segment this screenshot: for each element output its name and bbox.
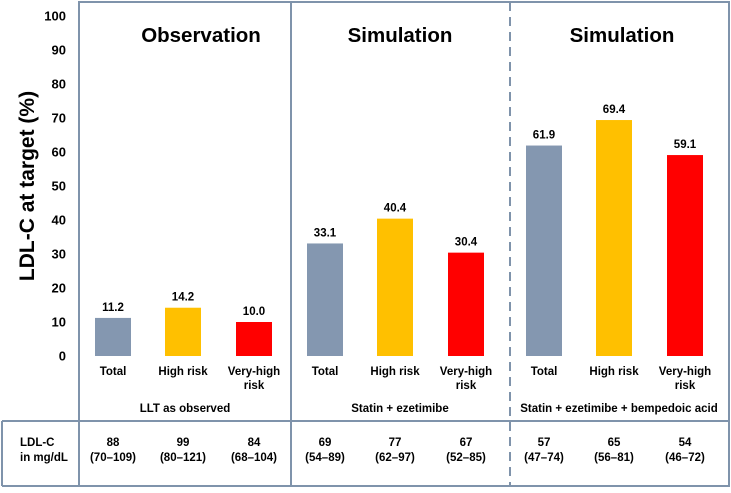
y-tick-label: 0 — [59, 349, 66, 364]
x-category-label: Total — [100, 366, 127, 378]
x-category-label-line: risk — [244, 380, 265, 392]
x-category-label: Very-high risk — [228, 366, 280, 392]
y-tick-label: 90 — [52, 43, 66, 58]
ldl-range: (52–85) — [446, 452, 486, 464]
panel-title: Simulation — [570, 24, 675, 47]
ldl-median: 88 — [107, 437, 120, 449]
footer-label-line-2: in mg/dL — [20, 452, 68, 464]
ldl-range: (80–121) — [160, 452, 206, 464]
bar-total — [307, 243, 343, 356]
bar-total — [526, 145, 562, 356]
ldl-median: 54 — [679, 437, 692, 449]
x-category-label: Total — [312, 366, 339, 378]
bar-very-high-risk — [448, 252, 484, 356]
ldl-median: 67 — [460, 437, 473, 449]
bar-value-label: 11.2 — [102, 302, 124, 314]
ldl-range: (54–89) — [305, 452, 345, 464]
ldl-range: (46–72) — [665, 452, 705, 464]
x-category-label: High risk — [370, 366, 420, 378]
ldl-range: (70–109) — [90, 452, 136, 464]
bar-value-label: 69.4 — [603, 104, 626, 116]
footer-label-line-1: LDL-C — [20, 437, 55, 449]
y-tick-label: 50 — [52, 179, 66, 194]
ldl-median: 84 — [248, 437, 261, 449]
bar-value-label: 14.2 — [172, 292, 194, 304]
y-tick-label: 80 — [52, 77, 66, 92]
panel-subtitle: LLT as observed — [140, 403, 231, 415]
ldl-range: (56–81) — [594, 452, 634, 464]
y-tick-label: 60 — [52, 145, 66, 160]
x-category-label: Very-high risk — [440, 366, 492, 392]
bar-high-risk — [596, 120, 632, 356]
ldl-median: 77 — [389, 437, 402, 449]
panel-subtitle: Statin + ezetimibe + bempedoic acid — [520, 403, 717, 415]
y-tick-label: 10 — [52, 315, 66, 330]
y-tick-label: 30 — [52, 247, 66, 262]
bar-high-risk — [377, 218, 413, 356]
bar-value-label: 59.1 — [674, 139, 697, 151]
x-category-label-line: risk — [675, 380, 696, 392]
ldl-median: 65 — [608, 437, 621, 449]
ldl-range: (62–97) — [375, 452, 415, 464]
ldl-median: 99 — [177, 437, 190, 449]
ldl-median: 69 — [319, 437, 332, 449]
bar-value-label: 61.9 — [533, 130, 555, 142]
bar-total — [95, 317, 131, 356]
x-category-label-line: Very-high — [659, 366, 711, 378]
ldl-range: (47–74) — [524, 452, 564, 464]
y-tick-label: 100 — [44, 9, 66, 24]
panel-title: Simulation — [348, 24, 453, 47]
bar-value-label: 30.4 — [455, 237, 478, 249]
panel-title: Observation — [141, 24, 261, 47]
bar-very-high-risk — [236, 322, 272, 356]
x-category-label-line: Very-high — [440, 366, 492, 378]
bar-high-risk — [165, 307, 201, 356]
ldl-median: 57 — [538, 437, 551, 449]
y-tick-label: 20 — [52, 281, 66, 296]
bar-value-label: 10.0 — [243, 306, 265, 318]
bar-very-high-risk — [667, 155, 703, 356]
y-axis-label: LDL-C at target (%) — [16, 91, 39, 281]
x-category-label: High risk — [589, 366, 639, 378]
x-category-label: Very-high risk — [659, 366, 711, 392]
x-category-label-line: risk — [456, 380, 477, 392]
bar-value-label: 33.1 — [314, 227, 337, 239]
y-tick-label: 40 — [52, 213, 66, 228]
panel-subtitle: Statin + ezetimibe — [351, 403, 448, 415]
x-category-label: High risk — [158, 366, 208, 378]
bar-value-label: 40.4 — [384, 203, 407, 215]
x-category-label: Total — [531, 366, 558, 378]
x-category-label-line: Very-high — [228, 366, 280, 378]
y-tick-label: 70 — [52, 111, 66, 126]
ldl-range: (68–104) — [231, 452, 277, 464]
chart-frame — [78, 1, 730, 487]
